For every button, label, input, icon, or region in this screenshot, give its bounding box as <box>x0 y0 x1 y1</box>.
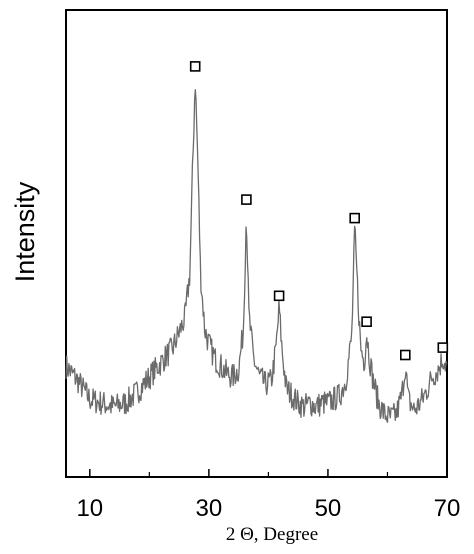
peak-marker-6 <box>399 349 411 361</box>
peak-markers <box>189 61 449 361</box>
plot-frame <box>65 9 448 478</box>
intensity-series-line <box>65 89 448 423</box>
peak-marker-5 <box>361 316 372 328</box>
x-tick-label: 30 <box>196 495 223 522</box>
x-axis-title: 2 Θ, Degree <box>226 524 318 545</box>
peak-marker-3 <box>273 290 285 302</box>
peak-marker-7 <box>437 342 449 353</box>
peak-marker-1 <box>189 61 201 72</box>
x-tick-label: 50 <box>315 495 342 522</box>
x-tick-label: 10 <box>76 495 103 522</box>
x-tick-label: 70 <box>434 495 461 522</box>
peak-marker-2 <box>241 194 252 205</box>
y-axis-title: Intensity <box>10 181 40 282</box>
x-axis-ticks: 10 30 50 70 <box>76 469 460 522</box>
peak-marker-4 <box>349 212 361 224</box>
